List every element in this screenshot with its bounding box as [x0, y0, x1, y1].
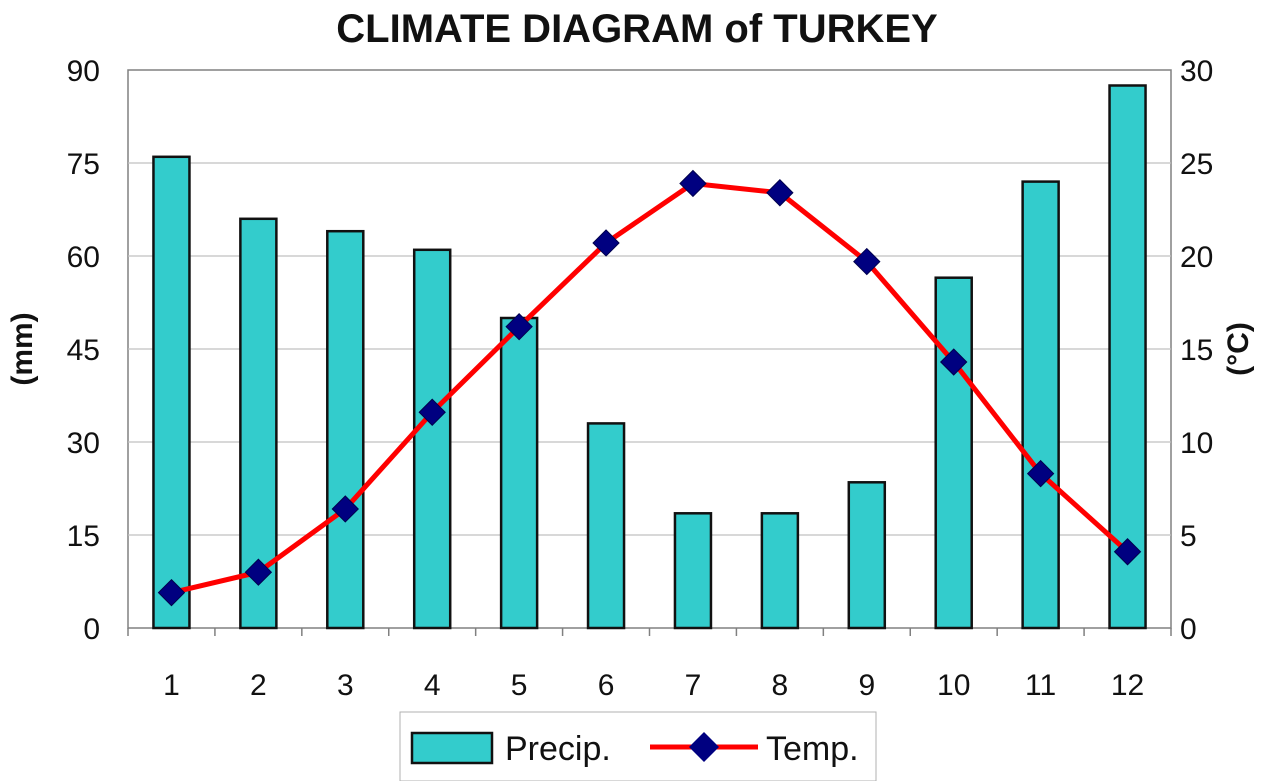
- precip-bar: [673, 512, 713, 630]
- temp-marker: [592, 229, 620, 257]
- x-tick-label: 12: [1111, 669, 1144, 702]
- y-tick-label-right: 25: [1180, 148, 1213, 181]
- y-tick-label-left: 90: [67, 55, 100, 88]
- y-axis-title-right: (°C): [1222, 322, 1255, 376]
- legend-precip-swatch: [410, 731, 494, 765]
- precip-bar: [586, 422, 626, 630]
- temp-line-group: [170, 180, 1130, 596]
- y-tick-label-left: 30: [67, 427, 100, 460]
- temp-marker: [244, 558, 273, 586]
- y-tick-label-left: 75: [67, 148, 100, 181]
- temp-marker: [679, 169, 707, 198]
- temp-marker: [157, 578, 186, 607]
- x-tick-label: 4: [424, 669, 441, 702]
- precip-bar: [499, 316, 539, 630]
- temp-marker: [418, 398, 446, 426]
- x-tick-label: 1: [163, 669, 180, 702]
- temp-marker: [766, 179, 794, 207]
- legend-temp-marker: [689, 732, 719, 762]
- y-tick-label-right: 0: [1180, 613, 1197, 646]
- temp-marker: [1113, 538, 1142, 566]
- x-tick-label: 2: [250, 669, 267, 702]
- precip-bar: [760, 512, 800, 630]
- precip-bars: [152, 84, 1147, 630]
- precip-bar: [847, 481, 887, 630]
- legend-precip-label: Precip.: [505, 730, 611, 768]
- chart-title: CLIMATE DIAGRAM of TURKEY: [336, 7, 938, 51]
- precip-bar: [326, 229, 365, 630]
- y-axis-title-left: (mm): [6, 312, 39, 385]
- temp-line: [170, 180, 1130, 596]
- y-tick-label-right: 10: [1180, 427, 1213, 460]
- precip-bar: [934, 276, 973, 630]
- right-axis-ticks: 0 5 10 15 20 25 30: [1180, 55, 1213, 646]
- precip-bar: [1108, 84, 1147, 630]
- temp-marker: [1026, 459, 1055, 488]
- x-axis-ticks: 1 2 3 4 5 6 7 8 9 10 11 12: [163, 669, 1144, 702]
- temp-marker: [505, 312, 533, 341]
- x-tick-label: 6: [598, 669, 615, 702]
- x-tick-label: 3: [337, 669, 354, 702]
- temp-marker: [940, 348, 968, 376]
- precip-bar: [412, 248, 452, 630]
- legend-temp-label: Temp.: [766, 730, 859, 768]
- x-tick-label: 9: [858, 669, 875, 702]
- x-tick-label: 8: [772, 669, 789, 702]
- gridlines: [127, 162, 1172, 636]
- precip-bar: [152, 155, 191, 630]
- y-tick-label-right: 20: [1180, 241, 1213, 274]
- temp-marker: [853, 247, 881, 276]
- precip-bar: [1021, 180, 1060, 630]
- temp-marker: [331, 495, 359, 523]
- x-tick-label: 5: [511, 669, 528, 702]
- x-tick-label: 7: [685, 669, 702, 702]
- y-tick-label-right: 30: [1180, 55, 1213, 88]
- y-tick-label-left: 0: [83, 613, 100, 646]
- x-tick-label: 11: [1025, 669, 1056, 702]
- temp-markers: [157, 169, 1142, 607]
- y-tick-label-right: 5: [1180, 520, 1197, 553]
- left-axis-ticks: 0 15 30 45 60 75 90: [67, 55, 100, 646]
- y-tick-label-left: 45: [67, 334, 100, 367]
- x-tick-label: 10: [937, 669, 970, 702]
- legend: Precip. Temp.: [399, 711, 877, 781]
- y-tick-label-right: 15: [1180, 334, 1213, 367]
- y-tick-label-left: 60: [67, 241, 100, 274]
- y-tick-label-left: 15: [67, 520, 100, 553]
